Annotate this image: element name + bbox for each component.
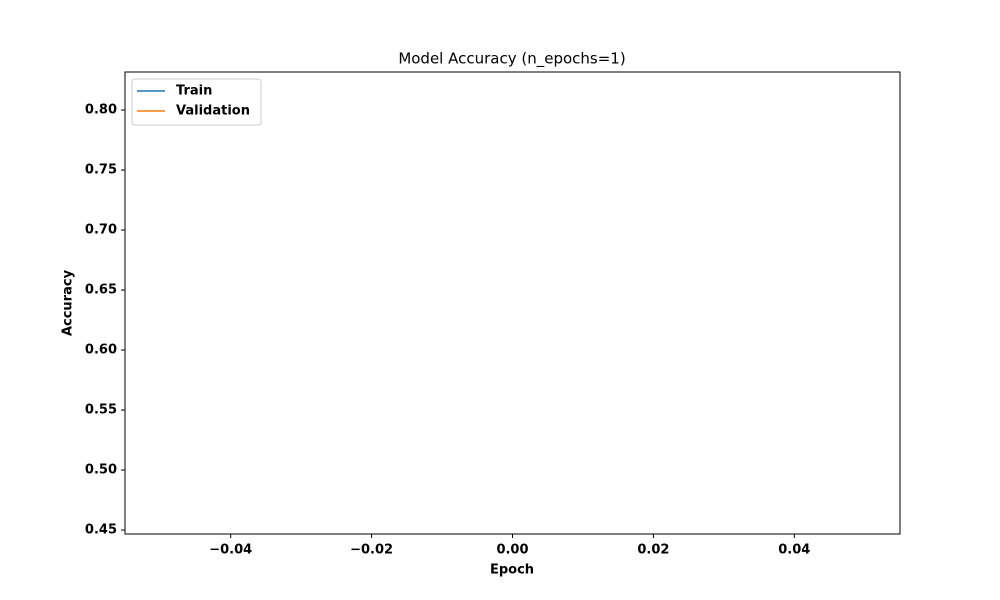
y-tick-label: 0.75 [85,163,117,178]
y-tick-label: 0.70 [85,223,117,238]
x-tick-label: −0.04 [209,543,252,558]
y-tick-label: 0.60 [85,343,117,358]
x-tick-label: 0.02 [637,543,669,558]
legend-label: Validation [176,104,250,119]
x-tick-label: 0.00 [496,543,528,558]
x-tick-label: 0.04 [778,543,810,558]
legend-label: Train [176,84,212,99]
y-axis-label: Accuracy [61,269,76,336]
y-tick-label: 0.65 [85,283,117,298]
plot-frame [124,71,901,535]
y-tick-label: 0.50 [85,463,117,478]
x-tick-label: −0.02 [350,543,393,558]
y-tick-label: 0.80 [85,103,117,118]
y-tick-label: 0.55 [85,403,117,418]
y-tick-label: 0.45 [85,523,117,538]
chart-title: Model Accuracy (n_epochs=1) [398,50,625,69]
x-axis-label: Epoch [490,563,534,578]
